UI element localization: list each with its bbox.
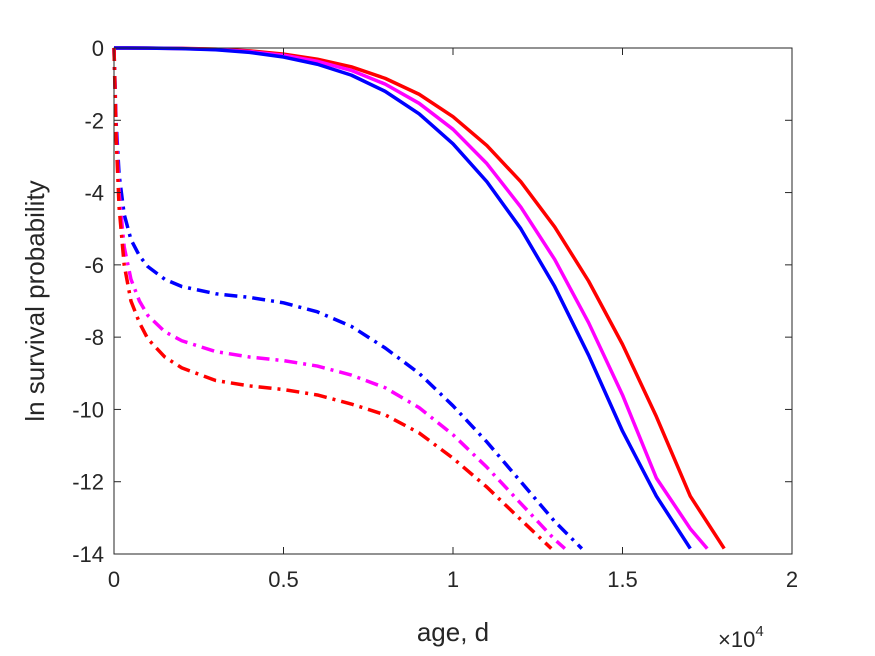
x-exponent-power: 4 — [755, 623, 763, 640]
y-tick-label-6: -12 — [72, 470, 104, 495]
y-tick-label-4: -8 — [84, 325, 104, 350]
series-line-4 — [112, 47, 567, 550]
x-exponent-label: ×104 — [718, 623, 764, 652]
series-line-2 — [113, 46, 692, 550]
y-axis-label: ln survival probability — [20, 180, 50, 421]
y-tick-label-5: -10 — [72, 397, 104, 422]
y-tick-label-7: -14 — [72, 542, 104, 567]
y-tick-label-3: -6 — [84, 253, 104, 278]
x-tick-label-1: 0.5 — [268, 567, 299, 592]
y-tick-label-0: 0 — [92, 36, 104, 61]
y-tick-label-2: -4 — [84, 181, 104, 206]
x-exponent-base: ×10 — [718, 627, 755, 652]
tick-layer: 0 0.5 1 1.5 2 0 -2 -4 -6 -8 -10 -12 -14 — [72, 36, 798, 592]
x-tick-label-2: 1 — [447, 567, 459, 592]
series-line-5 — [112, 47, 553, 550]
x-tick-label-0: 0 — [108, 567, 120, 592]
x-tick-label-4: 2 — [786, 567, 798, 592]
series-line-3 — [112, 47, 584, 550]
plot-background — [114, 48, 792, 554]
x-tick-label-3: 1.5 — [607, 567, 638, 592]
x-axis-label: age, d — [417, 617, 489, 647]
y-tick-label-1: -2 — [84, 108, 104, 133]
series-layer — [112, 46, 726, 550]
